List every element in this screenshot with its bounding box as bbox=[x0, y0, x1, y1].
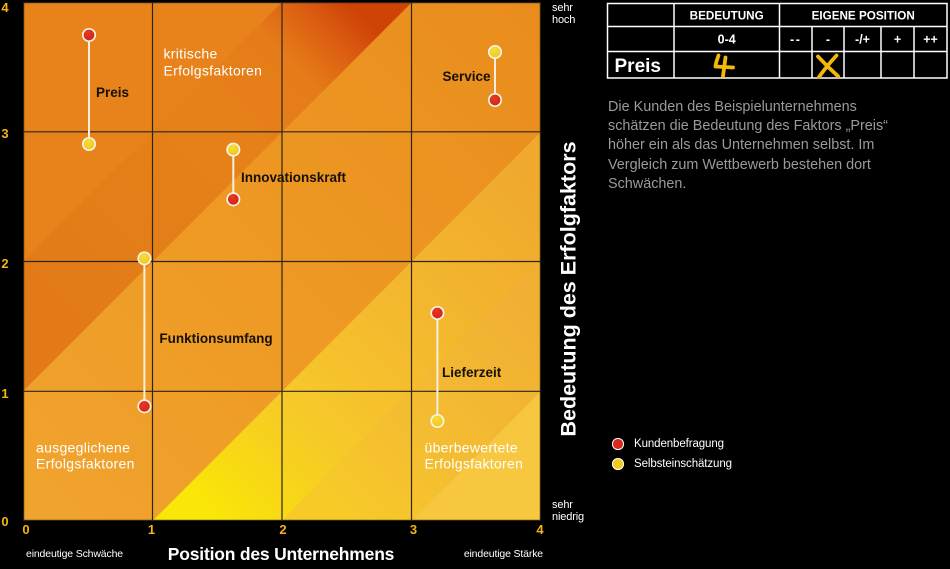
svg-text:Funktionsumfang: Funktionsumfang bbox=[159, 331, 272, 346]
svg-text:EIGENE POSITION: EIGENE POSITION bbox=[812, 10, 915, 23]
svg-text:Innovationskraft: Innovationskraft bbox=[241, 170, 347, 185]
svg-text:Preis: Preis bbox=[615, 56, 661, 77]
svg-text:-/+: -/+ bbox=[855, 33, 870, 47]
svg-text:Erfolgsfaktoren: Erfolgsfaktoren bbox=[425, 456, 524, 472]
svg-text:--: -- bbox=[790, 33, 801, 47]
svg-text:Service: Service bbox=[442, 69, 491, 84]
svg-text:Preis: Preis bbox=[96, 85, 129, 100]
svg-text:Erfolgsfaktoren: Erfolgsfaktoren bbox=[164, 63, 263, 79]
svg-text:BEDEUTUNG: BEDEUTUNG bbox=[690, 10, 764, 23]
svg-text:ausgeglichene: ausgeglichene bbox=[36, 440, 130, 456]
svg-text:++: ++ bbox=[923, 33, 938, 47]
svg-text:Lieferzeit: Lieferzeit bbox=[442, 365, 502, 380]
svg-text:+: + bbox=[894, 33, 901, 47]
svg-text:Erfolgsfaktoren: Erfolgsfaktoren bbox=[36, 456, 135, 472]
svg-text:kritische: kritische bbox=[164, 46, 218, 62]
svg-text:0-4: 0-4 bbox=[718, 33, 736, 47]
svg-text:überbewertete: überbewertete bbox=[425, 440, 518, 456]
svg-text:-: - bbox=[826, 33, 830, 47]
